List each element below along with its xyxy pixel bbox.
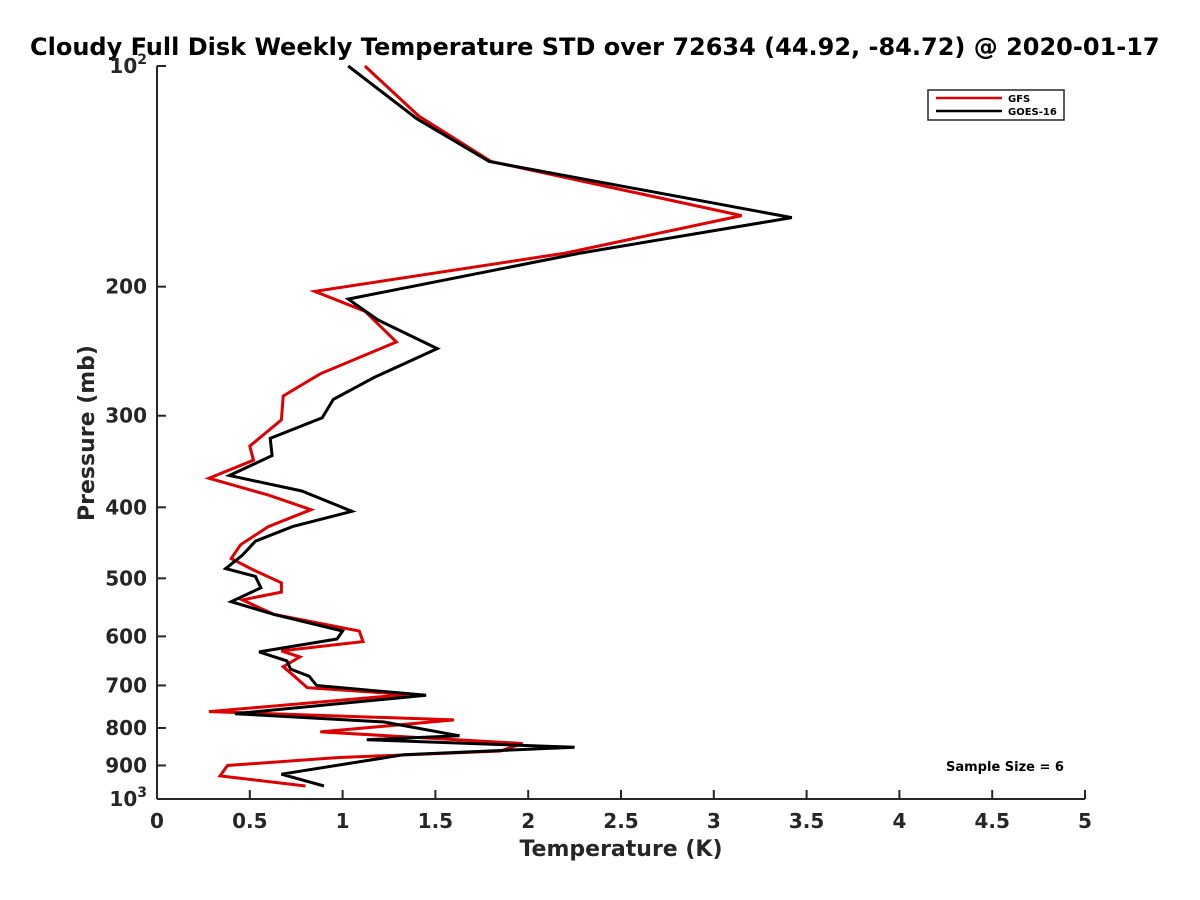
series-line-goes16	[222, 64, 793, 788]
y-tick-label: 102	[109, 52, 147, 78]
y-tick-label: 700	[105, 673, 147, 697]
x-tick-label: 4	[892, 809, 906, 833]
x-tick-label: 1	[336, 809, 350, 833]
x-tick-label: 5	[1078, 809, 1092, 833]
x-ticks: 0 0.5 1 1.5 2 2.5 3 3.5 4 4.5 5	[150, 790, 1092, 833]
sample-size-annotation: Sample Size = 6	[946, 760, 1064, 775]
y-tick-label: 600	[105, 624, 147, 648]
plot-area	[156, 66, 1085, 800]
x-axis-label: Temperature (K)	[519, 837, 722, 862]
x-tick-label: 0	[150, 809, 164, 833]
legend-label-gfs: GFS	[1008, 94, 1030, 105]
y-tick-label: 900	[105, 753, 147, 777]
x-tick-label: 4.5	[974, 809, 1009, 833]
y-ticks: 102 200 300 400 500 600 700 800 900 103	[105, 52, 166, 811]
legend-box	[927, 89, 1065, 121]
y-tick-label: 800	[105, 716, 147, 740]
y-tick-label: 103	[109, 785, 147, 811]
y-tick-label: 400	[105, 495, 147, 519]
x-tick-label: 3.5	[789, 809, 824, 833]
legend: GFS GOES-16	[927, 89, 1065, 121]
y-tick-label: 200	[105, 275, 147, 299]
x-tick-label: 2.5	[603, 809, 638, 833]
x-tick-label: 1.5	[418, 809, 453, 833]
x-tick-label: 2	[521, 809, 535, 833]
series-layer	[204, 64, 793, 788]
legend-label-goes16: GOES-16	[1008, 107, 1057, 118]
y-tick-label: 300	[105, 404, 147, 428]
y-axis-label: Pressure (mb)	[75, 345, 100, 521]
x-tick-label: 3	[707, 809, 721, 833]
y-tick-label: 500	[105, 566, 147, 590]
chart-title: Cloudy Full Disk Weekly Temperature STD …	[30, 33, 1160, 61]
series-line-gfs	[204, 64, 742, 788]
x-tick-label: 0.5	[232, 809, 267, 833]
